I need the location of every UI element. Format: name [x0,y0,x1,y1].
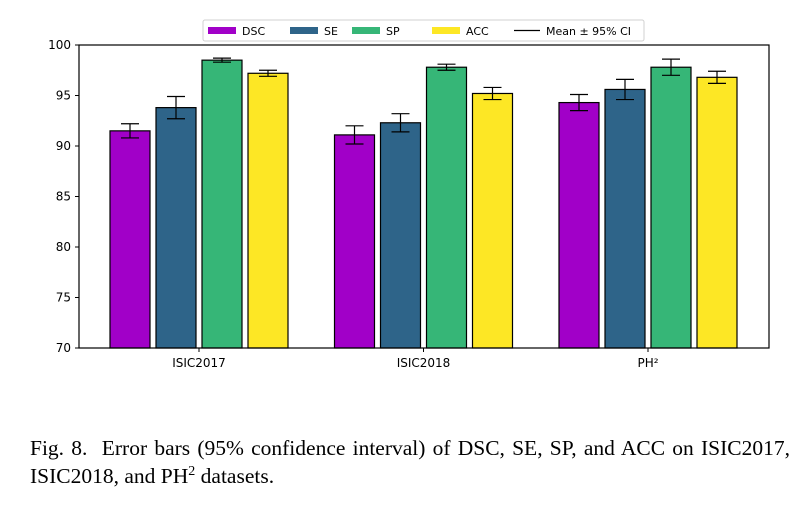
errorbar-se-ph [616,78,634,101]
y-tick-label-70: 70 [56,341,71,355]
x-tick-label-isic2017: ISIC2017 [172,356,226,370]
caption-label: Fig. 8. [30,436,88,460]
caption-text: Error bars (95% confidence interval) of … [30,436,790,488]
legend-swatch-dsc [208,27,236,34]
errorbar-sp-isic2018 [437,63,456,71]
bar-dsc-ph [558,101,600,349]
caption-text-end: datasets. [195,464,275,488]
bar-acc-ph [696,76,738,349]
errorbar-dsc-isic2018 [345,125,364,145]
y-tick-label-90: 90 [56,139,71,153]
bar-sp-isic2018 [425,66,468,349]
legend-swatch-acc [432,27,460,34]
bar-acc-isic2018 [471,92,514,349]
legend: DSC SE SP ACC Mean ± 95% CI [202,19,645,42]
caption-superscript: 2 [188,464,196,479]
y-tick-label-95: 95 [56,89,71,103]
bar-se-isic2018 [379,122,422,349]
figure-caption: Fig. 8. Error bars (95% confidence inter… [30,434,790,490]
errorbar-acc-isic2018 [483,86,502,101]
plot-frame [78,44,770,349]
bar-se-isic2017 [155,107,197,349]
legend-label-dsc: DSC [242,25,265,38]
x-tick-label-ph: PH² [637,356,658,370]
bar-dsc-isic2017 [109,130,151,349]
y-tick-label-85: 85 [56,190,71,204]
errorbar-sp-isic2017 [213,57,231,63]
legend-label-acc: ACC [466,25,489,38]
y-tick-label-100: 100 [48,38,71,52]
y-tick-label-80: 80 [56,240,71,254]
legend-box [202,19,645,42]
bar-acc-isic2017 [247,72,289,349]
errorbar-dsc-isic2017 [121,123,139,139]
legend-label-se: SE [324,25,338,38]
legend-swatch-se [290,27,318,34]
bar-sp-isic2017 [201,59,243,349]
bar-se-ph [604,88,646,349]
bar-chart: 70 75 80 85 90 95 100 ISIC2017 ISIC2018 PH² DSC SE S… [48,19,770,370]
legend-label-sp: SP [386,25,400,38]
bar-dsc-isic2018 [333,134,376,349]
errorbar-se-isic2017 [167,95,185,120]
x-tick-label-isic2018: ISIC2018 [397,356,451,370]
chart-figure: 70 75 80 85 90 95 100 ISIC2017 ISIC2018 PH² DSC SE S… [48,19,770,370]
errorbar-sp-ph [662,58,680,76]
errorbar-dsc-ph [570,93,588,112]
errorbar-acc-isic2017 [259,69,277,77]
legend-label-mean-ci: Mean ± 95% CI [546,25,631,38]
y-tick-label-75: 75 [56,291,71,305]
errorbar-se-isic2018 [391,113,410,133]
legend-swatch-sp [352,27,380,34]
bar-sp-ph [650,66,692,349]
errorbar-acc-ph [708,70,726,84]
